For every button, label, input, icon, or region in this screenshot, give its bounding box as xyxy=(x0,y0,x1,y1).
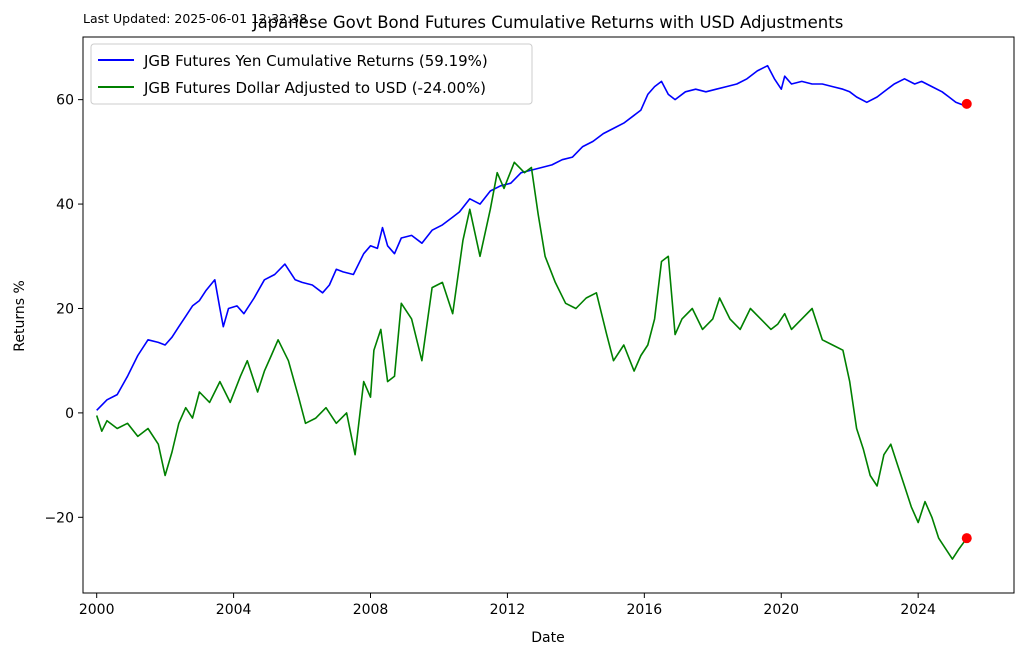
x-tick-label: 2016 xyxy=(627,602,663,618)
x-tick-label: 2004 xyxy=(216,602,252,618)
legend-label-yen: JGB Futures Yen Cumulative Returns (59.1… xyxy=(143,52,488,70)
y-tick-label: 0 xyxy=(65,406,74,422)
y-tick-label: 20 xyxy=(56,301,74,317)
x-tick-label: 2024 xyxy=(900,602,936,618)
y-tick-label: 60 xyxy=(56,93,74,109)
x-tick-label: 2000 xyxy=(79,602,115,618)
legend: JGB Futures Yen Cumulative Returns (59.1… xyxy=(90,43,533,105)
legend-label-usd: JGB Futures Dollar Adjusted to USD (-24.… xyxy=(143,79,486,97)
y-axis-ticks: −20 0 20 40 60 xyxy=(44,93,83,526)
y-tick-label: 40 xyxy=(56,197,74,213)
x-tick-label: 2008 xyxy=(353,602,389,618)
x-tick-label: 2012 xyxy=(490,602,526,618)
end-marker-layer xyxy=(961,98,972,544)
legend-box xyxy=(90,43,533,105)
plot-frame xyxy=(82,36,1015,594)
end-marker-1 xyxy=(961,533,972,544)
y-axis-label: Returns % xyxy=(12,280,28,352)
x-axis-ticks: 2000 2004 2008 2012 2016 2020 2024 xyxy=(79,593,936,618)
chart-title: Japanese Govt Bond Futures Cumulative Re… xyxy=(252,13,844,32)
y-tick-label: −20 xyxy=(44,510,74,526)
series-line-0 xyxy=(96,64,967,411)
x-tick-label: 2020 xyxy=(763,602,799,618)
series-line-1 xyxy=(95,161,968,560)
last-updated-annotation: Last Updated: 2025-06-01 12:32:38 xyxy=(83,11,307,26)
series-layer xyxy=(95,64,968,560)
end-marker-0 xyxy=(961,98,972,109)
x-axis-label: Date xyxy=(531,630,564,646)
